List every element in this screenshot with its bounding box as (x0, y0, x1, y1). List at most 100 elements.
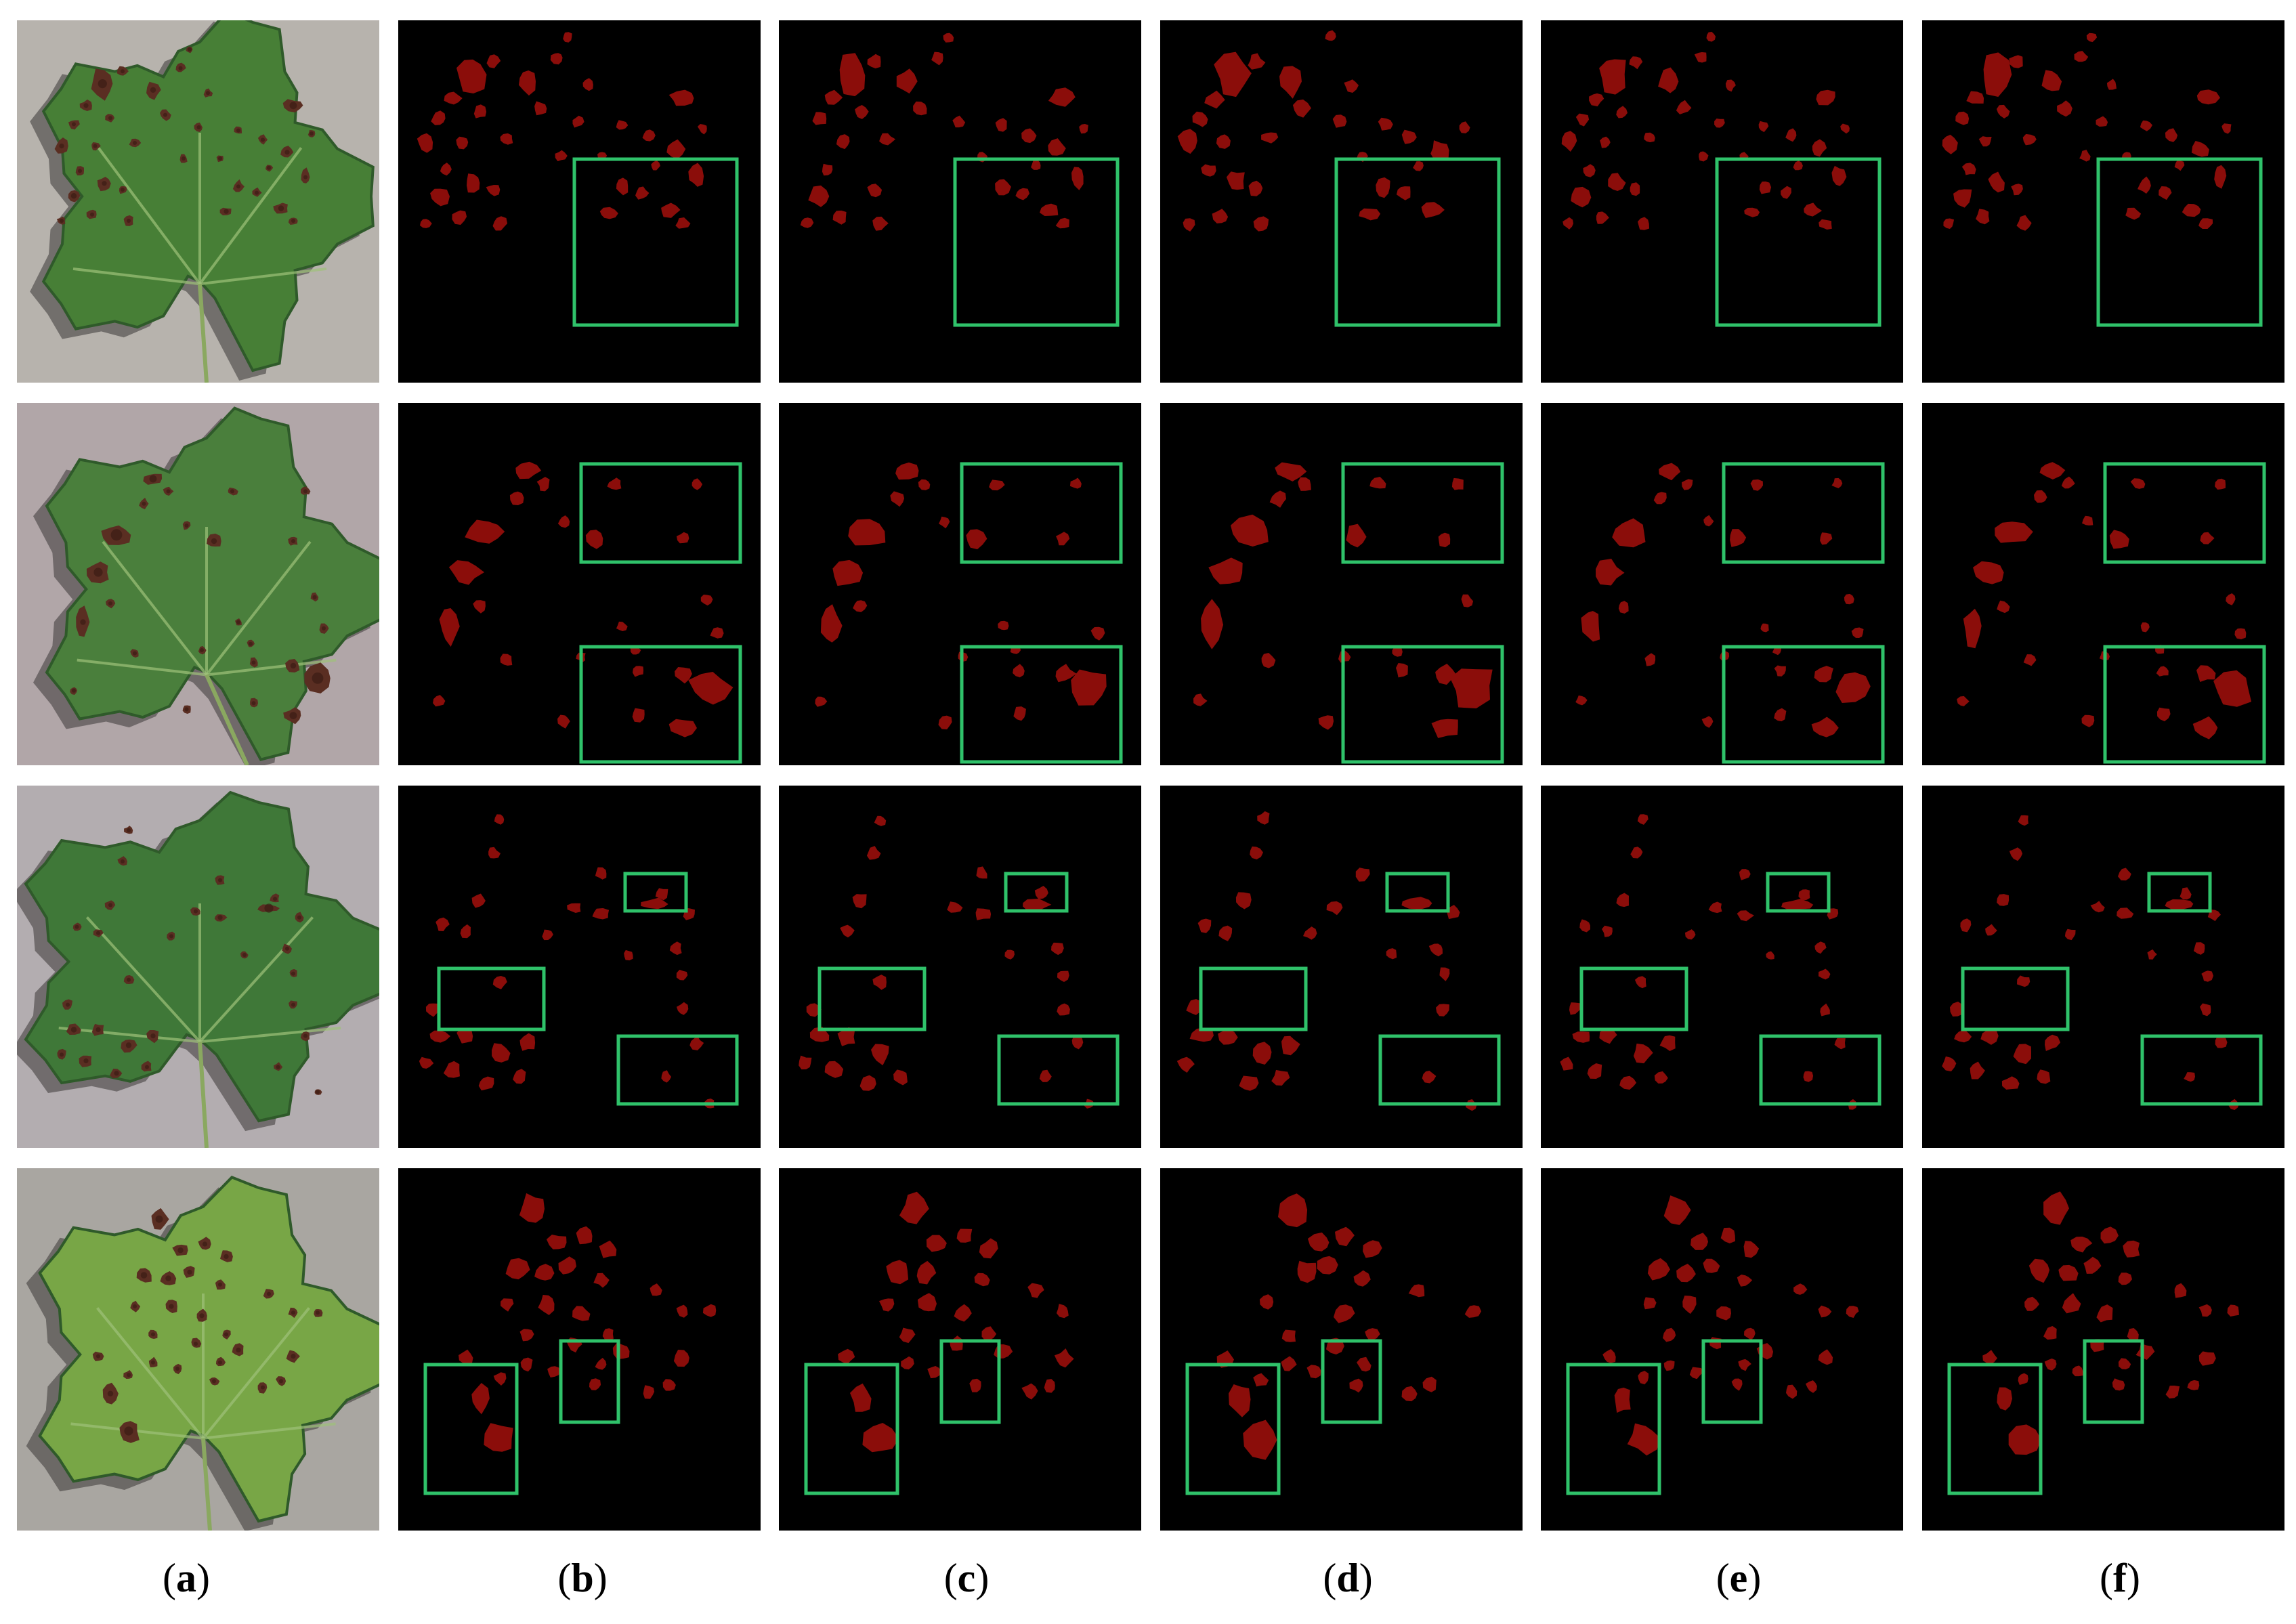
lesion-mark (1599, 1028, 1617, 1044)
lesion-mark (1031, 159, 1041, 170)
lesion-mark (2196, 665, 2216, 682)
lesion-mark (1208, 557, 1243, 584)
segmentation-mask-c-row2 (779, 403, 1141, 765)
lesion-mark (886, 1260, 909, 1285)
lesion-mark (2234, 628, 2247, 639)
lesion-mark (1027, 1283, 1044, 1298)
highlight-box (1378, 1034, 1501, 1106)
lesion-mark (1812, 139, 1827, 157)
lesion-mark (2200, 1003, 2211, 1017)
lesion-mark (1793, 161, 1803, 171)
lesion-mark (501, 1298, 514, 1312)
lesion-mark (2018, 1373, 2028, 1385)
lesion-mark (1699, 151, 1709, 162)
lesion-mark (675, 217, 691, 229)
lesion-mark (425, 1003, 439, 1017)
lesion-mark (1177, 129, 1197, 154)
lesion-mark (1814, 666, 1833, 683)
lesion-mark (1365, 1328, 1380, 1340)
lesion-mark (616, 621, 628, 631)
lesion-mark (2191, 141, 2209, 157)
lesion-mark (853, 600, 868, 612)
lesion-mark (2215, 1036, 2228, 1048)
lesion-mark (595, 1357, 607, 1370)
lesion-mark (519, 1033, 536, 1051)
lesion-mark (2043, 1191, 2069, 1225)
lesion-mark (1684, 929, 1696, 940)
lesion-mark (2001, 1076, 2020, 1090)
lesion-mark (2118, 868, 2131, 881)
col-label-d: (d) (1323, 1556, 1373, 1600)
lesion-mark (1997, 600, 2010, 614)
lesion-mark (1774, 708, 1787, 722)
lesion-mark (675, 667, 692, 684)
highlight-box (616, 1034, 739, 1106)
highlight-box (804, 1363, 899, 1495)
lesion-mark (1644, 132, 1655, 143)
col-label-c: (c) (943, 1556, 990, 1600)
lesion-mark (1691, 1233, 1708, 1250)
lesion-mark (1943, 218, 1955, 229)
lesion-mark (1396, 663, 1408, 678)
lesion-mark (676, 969, 688, 981)
lesion-mark (688, 672, 734, 705)
lesion-mark (2083, 1256, 2102, 1274)
col-label-e: (e) (1716, 1556, 1762, 1600)
lesion-mark (662, 1379, 676, 1391)
lesion-mark (1408, 1284, 1425, 1298)
lesion-mark (2198, 1351, 2216, 1366)
lesion-mark (624, 949, 633, 961)
highlight-box (1961, 966, 2070, 1031)
lesion-mark (602, 1328, 614, 1342)
lesion-mark (1231, 514, 1269, 547)
lesion-mark (1562, 217, 1573, 230)
lesion-mark (1079, 124, 1088, 134)
lesion-mark (1239, 1075, 1259, 1091)
lesion-mark (2193, 942, 2205, 955)
lesion-mark (509, 491, 524, 505)
lesion-mark (1647, 1258, 1670, 1281)
lesion-mark (1627, 1423, 1661, 1456)
lesion-mark (2106, 79, 2117, 90)
lesion-mark (1970, 1061, 1985, 1080)
lesion-mark (1461, 594, 1474, 607)
lesion-mark (1071, 1035, 1084, 1050)
lesion-mark (2009, 847, 2023, 861)
lesion-mark (2023, 654, 2037, 666)
lesion-mark (862, 1423, 899, 1453)
lesion-mark (975, 908, 992, 920)
lesion-mark (1201, 164, 1216, 177)
lesion-mark (1694, 52, 1707, 63)
lesion-mark (954, 1304, 972, 1322)
lesion-mark (1785, 128, 1797, 142)
lesion-mark (1579, 919, 1590, 933)
lesion-mark (692, 478, 703, 490)
lesion-mark (492, 216, 508, 231)
lesion-mark (2037, 1069, 2051, 1084)
lesion-mark (1292, 99, 1311, 118)
lesion-mark (1831, 165, 1847, 186)
leaf-photo-a-row1 (17, 20, 379, 383)
lesion-mark (478, 1076, 494, 1091)
lesion-mark (1997, 1387, 2012, 1411)
lesion-mark (456, 1027, 473, 1044)
lesion-mark (1996, 104, 2010, 119)
highlight-box (960, 645, 1123, 764)
lesion-mark (2070, 1237, 2093, 1253)
leaf-photo-a-row4 (17, 1168, 379, 1531)
lesion-mark (1781, 186, 1791, 199)
lesion-mark (956, 1228, 973, 1243)
lesion-mark (1644, 653, 1656, 666)
lesion-mark (505, 1258, 530, 1280)
lesion-mark (1612, 518, 1646, 548)
lesion-mark (1422, 1376, 1437, 1392)
lesion-mark (859, 1075, 876, 1091)
segmentation-mask-f-row1 (1922, 20, 2284, 383)
lesion-mark (673, 1350, 689, 1367)
lesion-mark (872, 975, 887, 990)
lesion-mark (1737, 910, 1754, 922)
lesion-mark (1616, 106, 1628, 119)
lesion-mark (534, 1264, 555, 1281)
highlight-box (939, 1339, 1001, 1424)
lesion-mark (641, 897, 668, 910)
